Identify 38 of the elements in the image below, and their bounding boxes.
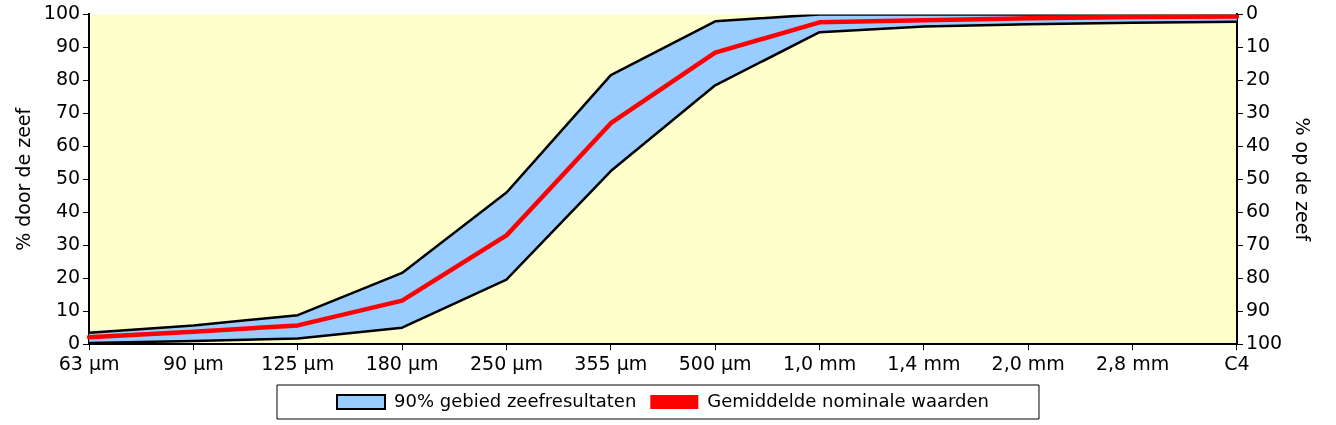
x-tick-label: 90 µm [163, 351, 224, 374]
y2-tick-label: 0 [1245, 1, 1259, 24]
y2-tick-label: 60 [1245, 199, 1271, 222]
y-tick-label: 40 [55, 199, 81, 222]
y-tick-label: 20 [55, 265, 81, 288]
y2-tick-label: 70 [1245, 232, 1271, 255]
x-tick-label: 125 µm [261, 351, 335, 374]
x-tick-label: 1,0 mm [782, 351, 857, 374]
y2-tick-label: 10 [1245, 34, 1271, 57]
x-tick-label: 500 µm [678, 351, 752, 374]
y-tick-label: 0 [67, 331, 81, 354]
y-axis-title: % door de zeef [12, 106, 35, 251]
y-tick-label: 70 [55, 100, 81, 123]
legend-label: Gemiddelde nominale waarden [707, 389, 989, 411]
x-tick-label: 355 µm [574, 351, 648, 374]
y-tick-label: 10 [55, 298, 81, 321]
y-tick-label: 100 [43, 1, 81, 24]
x-tick-label: 180 µm [365, 351, 439, 374]
y-tick-label: 50 [55, 166, 81, 189]
y-tick-label: 90 [55, 34, 81, 57]
y-tick-label: 80 [55, 67, 81, 90]
y2-axis-title: % op de zeef [1291, 117, 1314, 243]
x-tick-label: 2,8 mm [1095, 351, 1170, 374]
y2-tick-label: 100 [1245, 331, 1283, 354]
x-tick-label: 1,4 mm [887, 351, 961, 374]
x-tick-label: 63 µm [58, 351, 120, 374]
y2-tick-label: 80 [1245, 265, 1271, 288]
x-tick-label: 2,0 mm [991, 351, 1065, 374]
y2-tick-label: 90 [1245, 298, 1271, 321]
x-tick-label: 250 µm [470, 351, 543, 374]
x-tick-label: C4 [1224, 351, 1250, 374]
y2-tick-label: 30 [1245, 100, 1271, 123]
y2-tick-label: 20 [1245, 67, 1271, 90]
y-tick-label: 30 [55, 232, 81, 255]
y-tick-label: 60 [55, 133, 81, 156]
legend-label: 90% gebied zeefresultaten [394, 389, 637, 411]
y2-tick-label: 40 [1245, 133, 1271, 156]
y2-tick-label: 50 [1245, 166, 1271, 189]
